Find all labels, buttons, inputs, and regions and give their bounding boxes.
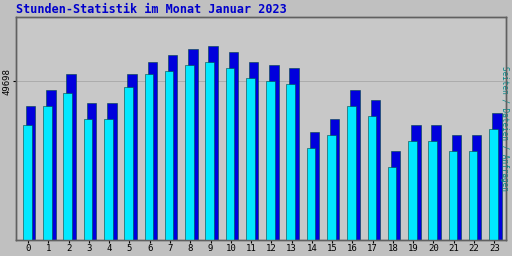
Bar	[246, 78, 254, 256]
Bar	[23, 125, 32, 256]
Bar	[330, 119, 339, 256]
Text: Stunden-Statistik im Monat Januar 2023: Stunden-Statistik im Monat Januar 2023	[16, 3, 287, 16]
Bar	[87, 103, 96, 256]
Bar	[388, 167, 396, 256]
Bar	[63, 93, 72, 256]
Bar	[147, 61, 157, 256]
Bar	[449, 151, 457, 256]
Bar	[489, 129, 498, 256]
Y-axis label: Seiten / Dateien / Anfragen: Seiten / Dateien / Anfragen	[500, 66, 509, 191]
Bar	[127, 74, 137, 256]
Bar	[46, 90, 56, 256]
Bar	[208, 46, 218, 256]
Bar	[411, 125, 420, 256]
Bar	[350, 90, 360, 256]
Bar	[408, 141, 417, 256]
Bar	[310, 132, 319, 256]
Bar	[249, 61, 259, 256]
Bar	[472, 135, 481, 256]
Bar	[289, 68, 299, 256]
Bar	[43, 106, 52, 256]
Bar	[492, 113, 502, 256]
Bar	[144, 74, 153, 256]
Bar	[266, 81, 275, 256]
Bar	[168, 55, 177, 256]
Bar	[469, 151, 478, 256]
Bar	[124, 87, 133, 256]
Bar	[107, 103, 117, 256]
Bar	[452, 135, 461, 256]
Bar	[165, 71, 174, 256]
Bar	[269, 65, 279, 256]
Bar	[391, 151, 400, 256]
Bar	[188, 49, 198, 256]
Bar	[368, 116, 376, 256]
Bar	[26, 106, 35, 256]
Bar	[307, 148, 315, 256]
Bar	[226, 68, 234, 256]
Bar	[429, 141, 437, 256]
Bar	[84, 119, 92, 256]
Bar	[185, 65, 194, 256]
Bar	[104, 119, 113, 256]
Bar	[431, 125, 441, 256]
Bar	[371, 100, 380, 256]
Bar	[205, 61, 214, 256]
Bar	[229, 52, 238, 256]
Bar	[67, 74, 76, 256]
Bar	[327, 135, 335, 256]
Bar	[286, 84, 295, 256]
Bar	[347, 106, 356, 256]
